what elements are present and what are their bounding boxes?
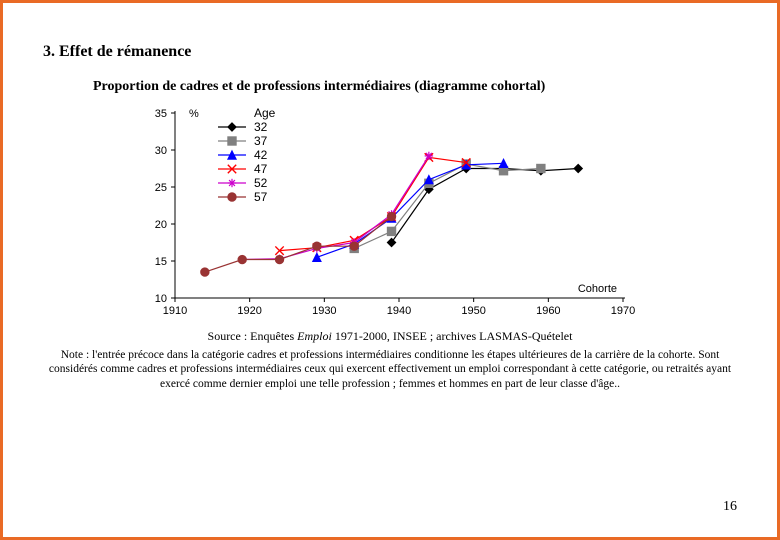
- section-title: 3. Effet de rémanence: [43, 43, 737, 61]
- svg-text:1960: 1960: [536, 305, 560, 317]
- chart-container: 10 15 20 25 30 35 1910 1920 1930 1940 1950 1960 1970…: [123, 103, 737, 323]
- svg-text:1940: 1940: [387, 305, 411, 317]
- svg-text:Age: Age: [254, 106, 276, 120]
- svg-text:15: 15: [155, 256, 167, 268]
- svg-text:20: 20: [155, 219, 167, 231]
- source-suffix: 1971-2000, INSEE ; archives LASMAS-Quéte…: [332, 329, 573, 343]
- svg-text:1950: 1950: [461, 305, 485, 317]
- svg-text:42: 42: [254, 148, 268, 162]
- source-line: Source : Enquêtes Emploi 1971-2000, INSE…: [43, 329, 737, 344]
- svg-text:32: 32: [254, 120, 268, 134]
- svg-text:57: 57: [254, 190, 268, 204]
- note-text: Note : l'entrée précoce dans la catégori…: [43, 348, 737, 391]
- page-number: 16: [723, 499, 737, 515]
- svg-text:%: %: [189, 108, 199, 120]
- svg-text:37: 37: [254, 134, 268, 148]
- cohort-line-chart: 10 15 20 25 30 35 1910 1920 1930 1940 1950 1960 1970…: [123, 103, 643, 323]
- source-italic: Emploi: [297, 329, 332, 343]
- svg-text:1920: 1920: [237, 305, 261, 317]
- svg-text:1910: 1910: [163, 305, 187, 317]
- svg-text:35: 35: [155, 108, 167, 120]
- svg-text:Cohorte: Cohorte: [578, 283, 617, 295]
- svg-text:30: 30: [155, 145, 167, 157]
- svg-text:52: 52: [254, 176, 268, 190]
- source-prefix: Source : Enquêtes: [208, 329, 298, 343]
- svg-text:10: 10: [155, 293, 167, 305]
- svg-text:1930: 1930: [312, 305, 336, 317]
- svg-text:47: 47: [254, 162, 268, 176]
- svg-text:1970: 1970: [611, 305, 635, 317]
- page-frame: 3. Effet de rémanence Proportion de cadr…: [0, 0, 780, 540]
- svg-text:25: 25: [155, 182, 167, 194]
- chart-title: Proportion de cadres et de professions i…: [93, 79, 737, 95]
